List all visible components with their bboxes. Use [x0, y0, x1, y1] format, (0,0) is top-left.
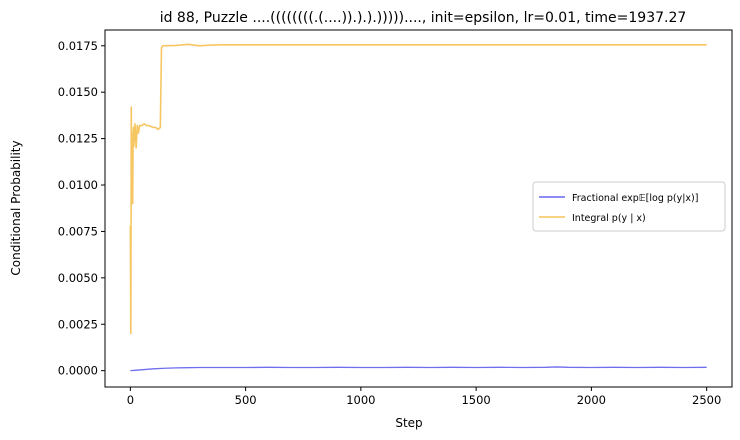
legend-box [532, 181, 726, 232]
x-tick-label: 2500 [692, 393, 721, 407]
plot-series [129, 43, 707, 372]
x-axis: 0 500 1000 1500 2000 2500 [127, 387, 721, 407]
y-tick-label: 0.0150 [58, 85, 98, 99]
x-tick-label: 1500 [461, 393, 490, 407]
y-tick-label: 0.0100 [58, 178, 98, 192]
x-tick-label: 2000 [577, 393, 606, 407]
y-tick-label: 0.0000 [58, 364, 98, 378]
y-tick-label: 0.0075 [58, 224, 98, 238]
chart-title: id 88, Puzzle ....((((((((.(....)).).).)… [160, 10, 687, 26]
plot-frame [104, 29, 733, 388]
x-tick-label: 1000 [346, 393, 375, 407]
x-axis-label: Step [395, 416, 422, 430]
y-axis: 0.0000 0.0025 0.0050 0.0075 0.0100 0.0125 0.01… [58, 39, 105, 378]
legend: Fractional exp𝔼[log p(y|x)] Integral p(y… [532, 181, 726, 232]
y-tick-label: 0.0175 [58, 39, 98, 53]
series-line-integral [129, 43, 707, 335]
legend-label-fractional: Fractional exp𝔼[log p(y|x)] [572, 193, 698, 204]
y-tick-label: 0.0050 [58, 271, 98, 285]
y-tick-label: 0.0125 [58, 132, 98, 146]
x-tick-label: 500 [235, 393, 257, 407]
y-tick-label: 0.0025 [58, 317, 98, 331]
x-tick-label: 0 [127, 393, 134, 407]
series-line-fractional [130, 366, 707, 372]
y-axis-label: Conditional Probability [9, 140, 23, 275]
legend-label-integral: Integral p(y | x) [572, 213, 646, 224]
